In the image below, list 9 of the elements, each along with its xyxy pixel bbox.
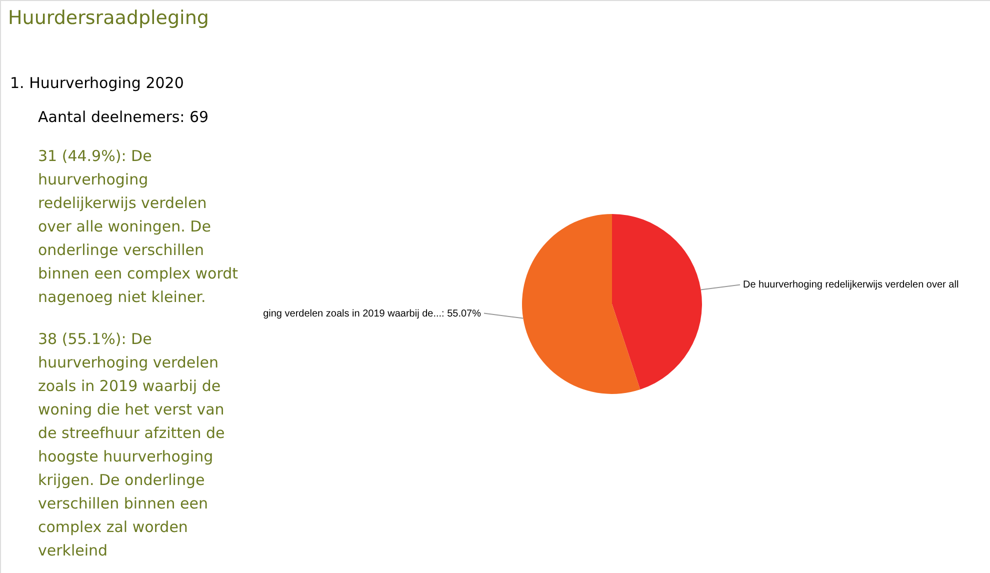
pie-slice <box>612 214 702 390</box>
text: 1. Huurverhoging 2020 <box>10 74 184 92</box>
slice-label: ging verdelen zoals in 2019 waarbij de...: 55.07% <box>263 308 482 320</box>
text: 38 (55.1%): De huurverhoging verdelen zoals in 2019 waarbij de woning die het verst van de streefhuur afzitten de hoogste huurverhoging krijgen. De onderlinge verschillen binnen een complex zal worden verkleind <box>38 330 225 560</box>
text: 31 (44.9%): De huurverhoging redelijkerwijs verdelen over alle woningen. De onderlinge verschillen binnen een complex wordt nagenoeg niet kleiner. <box>38 147 238 306</box>
text: Aantal deelnemers: 69 <box>38 108 209 126</box>
text: Huurdersraadpleging <box>8 7 209 29</box>
slice-label: De huurverhoging redelijkerwijs verdelen over all <box>743 280 959 291</box>
pie-slice <box>522 214 640 394</box>
